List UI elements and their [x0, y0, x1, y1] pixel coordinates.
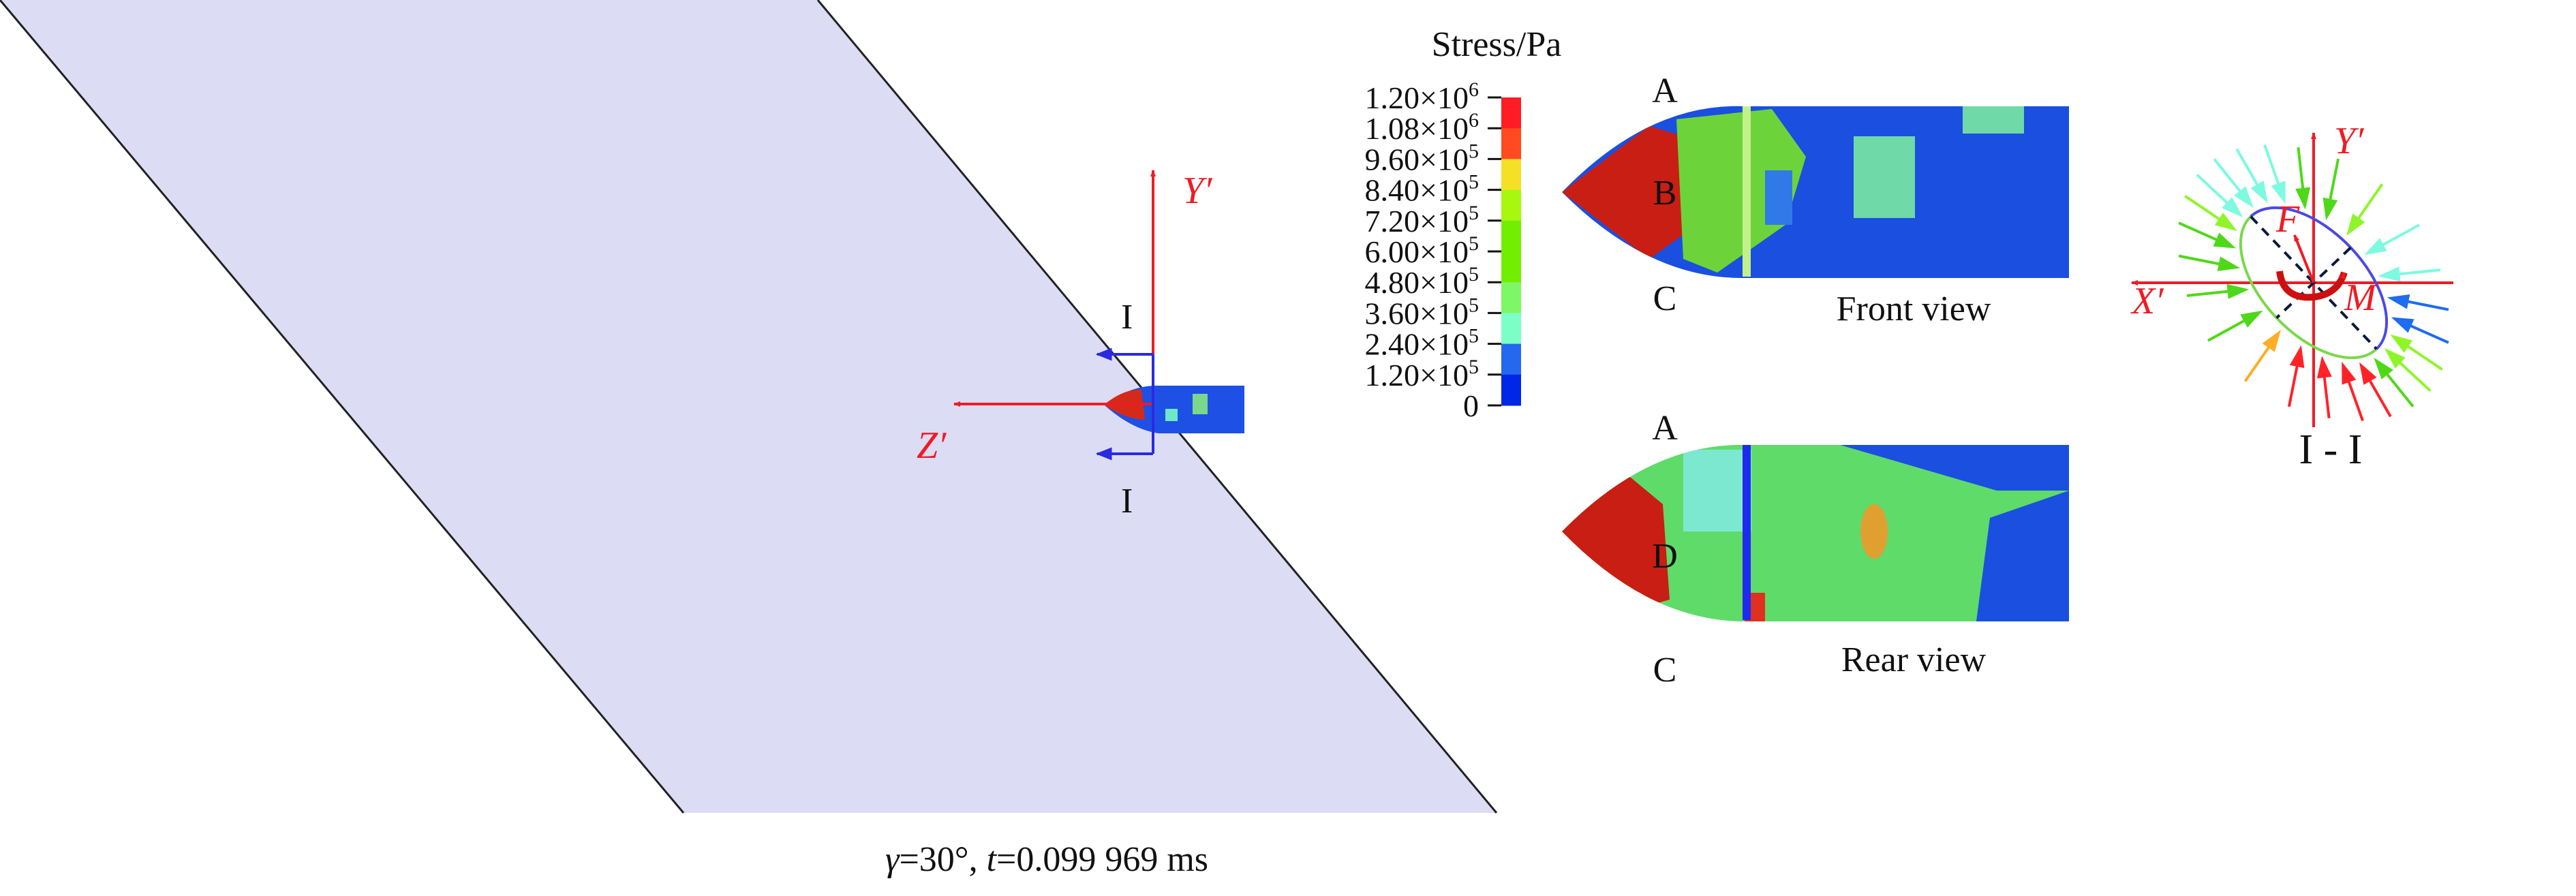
pressure-arrow: [2213, 158, 2254, 208]
stress-legend: 1.20×1061.08×1069.60×1058.40×1057.20×105…: [1365, 78, 1521, 423]
legend-title: Stress/Pa: [1432, 25, 1562, 64]
front-point-a: A: [1652, 72, 1678, 110]
legend-label: 7.20×105: [1365, 202, 1479, 238]
rear-view-projectile: [1562, 444, 2069, 621]
plate-edge-left: [0, 0, 685, 814]
section-label-top: I: [1121, 298, 1133, 337]
moment-arrow: [2276, 271, 2348, 301]
section-y-label: Y′: [2334, 120, 2364, 162]
front-view-title: Front view: [1837, 290, 1991, 328]
front-point-b: B: [1653, 174, 1677, 213]
legend-color-swatch: [1501, 189, 1521, 221]
pressure-arrow: [2391, 317, 2449, 344]
legend-label: 1.20×106: [1365, 78, 1479, 115]
rear-view-title: Rear view: [1841, 640, 1987, 679]
legend-color-swatch: [1501, 374, 1521, 406]
section-marker: [1095, 347, 1154, 461]
pressure-arrow: [2387, 294, 2449, 311]
legend-color-swatch: [1501, 97, 1521, 129]
rear-point-d: D: [1652, 537, 1678, 576]
legend-color-swatch: [1501, 128, 1521, 159]
force-label: F: [2275, 198, 2300, 241]
legend-color-swatch: [1501, 220, 1521, 252]
rear-point-c: C: [1653, 651, 1677, 690]
legend-color-swatch: [1501, 159, 1521, 191]
pressure-arrow: [2390, 334, 2443, 371]
legend-label: 6.00×105: [1365, 232, 1479, 269]
section-diagram: F M Y′ X′ I - I: [2130, 120, 2453, 473]
pressure-arrows: [2178, 144, 2449, 422]
pressure-arrow: [2295, 147, 2311, 210]
pressure-arrow: [2374, 357, 2414, 407]
legend-label: 2.40×105: [1365, 325, 1479, 362]
pressure-arrow: [2378, 266, 2441, 282]
z-axis-label: Z′: [917, 424, 947, 467]
legend-color-swatch: [1501, 282, 1521, 313]
front-point-c: C: [1653, 279, 1677, 318]
target-plate: [0, 0, 1497, 813]
section-title: I - I: [2299, 427, 2363, 473]
legend-label: 1.20×105: [1365, 356, 1479, 392]
pressure-arrow: [2346, 183, 2384, 236]
front-view-projectile: [1562, 106, 2069, 279]
pressure-arrow: [2196, 173, 2243, 217]
legend-label: 9.60×105: [1365, 140, 1479, 176]
moment-label: M: [2344, 277, 2378, 319]
pressure-arrow: [2184, 195, 2237, 232]
rear-point-a: A: [1652, 409, 1678, 448]
section-x-label: X′: [2130, 280, 2164, 322]
legend-label: 1.08×106: [1365, 109, 1479, 146]
pressure-arrow: [2364, 223, 2420, 256]
section-label-bottom: I: [1121, 482, 1133, 521]
projectile-small: [1104, 385, 1244, 433]
legend-color-swatch: [1501, 251, 1521, 283]
pressure-arrow: [2207, 310, 2263, 342]
legend-label: 8.40×105: [1365, 171, 1479, 208]
pressure-arrow: [2359, 362, 2392, 418]
legend-color-swatch: [1501, 343, 1521, 375]
pressure-arrow: [2178, 254, 2241, 272]
legend-label: 3.60×105: [1365, 294, 1479, 330]
force-arrow: [2293, 234, 2315, 283]
pressure-arrow: [2243, 330, 2281, 382]
pressure-arrow: [2263, 144, 2286, 204]
pressure-arrow: [2186, 283, 2250, 299]
y-axis-label: Y′: [1182, 170, 1212, 212]
pressure-arrow: [2287, 345, 2305, 407]
legend-label: 0: [1463, 388, 1479, 423]
pressure-arrow: [2342, 361, 2364, 422]
pressure-arrow: [2235, 148, 2268, 204]
pressure-arrow: [2178, 221, 2237, 249]
legend-color-swatch: [1501, 313, 1521, 345]
pressure-arrow: [2316, 356, 2332, 418]
pressure-arrow: [2322, 158, 2340, 221]
caption: γ=30°, t=0.099 969 ms: [885, 840, 1208, 879]
pressure-arrow: [2384, 348, 2432, 392]
legend-label: 4.80×105: [1365, 263, 1479, 300]
